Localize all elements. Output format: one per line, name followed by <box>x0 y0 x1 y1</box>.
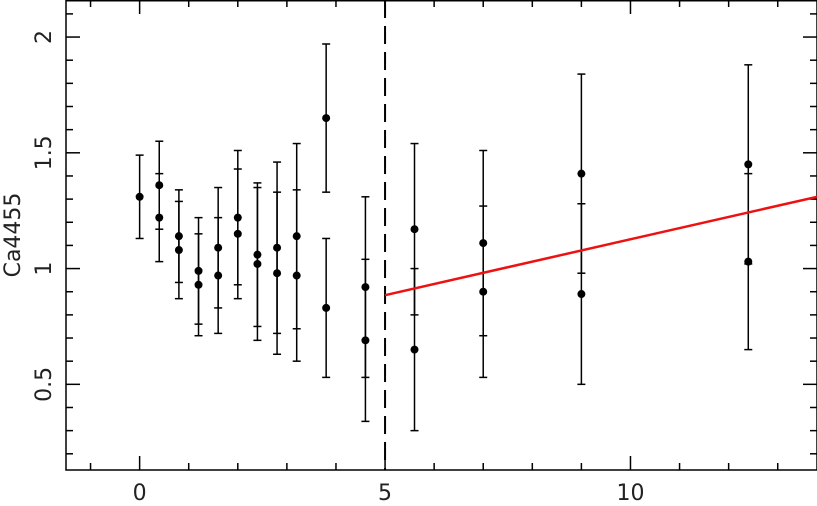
data-point <box>253 259 262 268</box>
x-tick-label: 5 <box>378 481 392 506</box>
data-point <box>410 345 419 354</box>
data-point <box>322 114 331 123</box>
data-point <box>322 303 331 312</box>
y-tick-label: 1.5 <box>32 135 57 170</box>
y-axis-label: Ca4455 <box>1 193 26 278</box>
data-point <box>214 271 223 280</box>
data-point <box>135 192 144 201</box>
y-tick-label: 2 <box>32 30 57 44</box>
y-tick-label: 1 <box>32 262 57 276</box>
data-point <box>410 225 419 234</box>
data-point <box>273 269 282 278</box>
data-point <box>292 271 301 280</box>
x-tick-label: 10 <box>616 481 644 506</box>
data-point <box>744 257 753 266</box>
plot-frame <box>65 0 817 471</box>
fit-line <box>384 195 817 297</box>
data-point <box>174 246 183 255</box>
data-point <box>233 229 242 238</box>
data-point <box>577 290 586 299</box>
data-point <box>744 160 753 169</box>
y-tick-label: 0.5 <box>32 367 57 402</box>
data-point <box>155 213 164 222</box>
data-point <box>361 336 370 345</box>
data-point <box>577 169 586 178</box>
data-point <box>479 287 488 296</box>
x-tick-label: 0 <box>133 481 147 506</box>
data-point <box>194 280 203 289</box>
